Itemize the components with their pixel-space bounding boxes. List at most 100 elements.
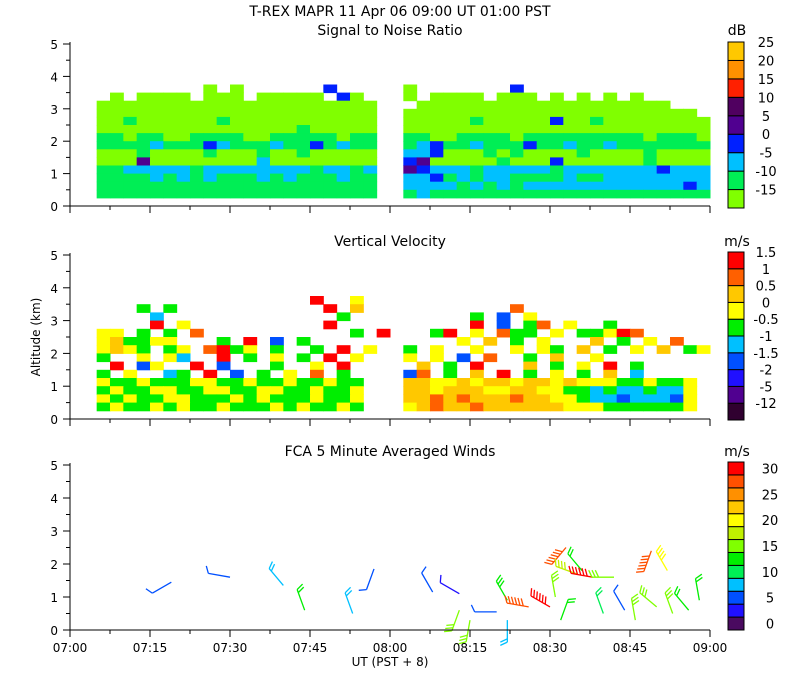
heatmap-cell — [590, 157, 604, 166]
heatmap-cell — [96, 125, 111, 134]
heatmap-cell — [590, 353, 604, 363]
heatmap-cell — [283, 386, 298, 395]
heatmap-cell — [336, 165, 351, 175]
heatmap-cell — [270, 378, 284, 387]
heatmap-cell — [203, 149, 218, 158]
heatmap-cell — [523, 394, 538, 404]
heatmap-cell — [483, 133, 498, 142]
heatmap-cell — [416, 369, 431, 379]
heatmap-cell — [203, 141, 218, 150]
colorbar-label: 25 — [762, 488, 779, 503]
heatmap-cell — [630, 133, 644, 142]
heatmap-cell — [563, 108, 578, 118]
heatmap-cell — [456, 402, 471, 412]
heatmap-cell — [323, 320, 338, 330]
heatmap-cell — [416, 125, 431, 134]
heatmap-cell — [696, 189, 711, 199]
wind-barb-line — [421, 572, 434, 593]
heatmap-cell — [536, 189, 551, 199]
heatmap-cell — [216, 189, 231, 199]
heatmap-cell — [350, 394, 364, 404]
heatmap-cell — [123, 345, 138, 354]
heatmap-cell — [470, 345, 484, 354]
y-tick-label: 0 — [50, 624, 58, 638]
heatmap-cell — [296, 92, 311, 102]
heatmap-cell — [456, 189, 471, 199]
heatmap-cell — [283, 189, 298, 199]
wind-barb — [560, 598, 576, 621]
heatmap-cell — [363, 108, 378, 118]
heatmap-cell — [403, 189, 418, 199]
heatmap-cell — [350, 328, 364, 338]
heatmap-cell — [550, 125, 564, 134]
heatmap-cell — [230, 402, 244, 412]
heatmap-cell — [96, 394, 111, 404]
heatmap-cell — [696, 181, 711, 191]
heatmap-cell — [110, 181, 124, 191]
heatmap-cell — [150, 92, 164, 102]
heatmap-cell — [416, 133, 431, 142]
heatmap-cell — [590, 149, 604, 158]
heatmap-cell — [603, 345, 618, 354]
heatmap-cell — [483, 149, 498, 158]
heatmap-cell — [403, 173, 418, 183]
heatmap-cell — [496, 320, 511, 330]
colorbar-swatch — [727, 474, 745, 489]
heatmap-cell — [430, 125, 444, 134]
heatmap-cell — [576, 149, 591, 158]
heatmap-cell — [190, 165, 204, 175]
heatmap-cell — [430, 394, 444, 404]
wind-barb-line — [571, 566, 575, 575]
heatmap-cell — [443, 181, 458, 191]
heatmap-cell — [416, 108, 431, 118]
heatmap-cell — [670, 165, 684, 175]
heatmap-cell — [616, 149, 631, 158]
y-tick-label: 5 — [50, 249, 58, 263]
heatmap-cell — [123, 133, 138, 142]
heatmap-cell — [403, 92, 418, 102]
heatmap-cell — [230, 173, 244, 183]
heatmap-cell — [670, 125, 684, 134]
heatmap-cell — [656, 133, 671, 142]
heatmap-cell — [443, 108, 458, 118]
heatmap-cell — [630, 141, 644, 150]
heatmap-cell — [136, 157, 151, 166]
colorbar-swatch — [727, 539, 745, 553]
heatmap-cell — [296, 108, 311, 118]
heatmap-cell — [123, 157, 138, 166]
heatmap-cell — [510, 100, 524, 110]
heatmap-cell — [456, 173, 471, 183]
colorbar-label: -5 — [760, 147, 773, 162]
y-tick-label: 0 — [50, 200, 58, 214]
heatmap-cell — [456, 337, 471, 346]
heatmap-cell — [190, 181, 204, 191]
wind-barb-line — [506, 602, 529, 608]
heatmap-cell — [696, 157, 711, 166]
wind-barb — [344, 586, 354, 614]
x-tick-label: 07:15 — [133, 641, 168, 655]
heatmap-cell — [510, 337, 524, 346]
heatmap-cell — [123, 181, 138, 191]
heatmap-cell — [456, 157, 471, 166]
wind-barb-line — [595, 586, 602, 594]
colorbar-label: 20 — [762, 514, 779, 529]
heatmap-cell — [150, 386, 164, 395]
heatmap-cell — [216, 394, 231, 404]
heatmap-cell — [510, 181, 524, 191]
heatmap-cell — [163, 402, 178, 412]
heatmap-cell — [523, 320, 538, 330]
heatmap-cell — [483, 394, 498, 404]
heatmap-cell — [363, 100, 378, 110]
heatmap-cell — [470, 149, 484, 158]
heatmap-cell — [590, 125, 604, 134]
heatmap-cell — [176, 402, 191, 412]
heatmap-cell — [643, 165, 658, 175]
heatmap-cell — [523, 386, 538, 395]
heatmap-cell — [496, 369, 511, 379]
heatmap-cell — [270, 149, 284, 158]
heatmap-cell — [550, 394, 564, 404]
wind-barb — [504, 595, 529, 608]
heatmap-cell — [96, 369, 111, 379]
heatmap-cell — [536, 181, 551, 191]
wind-barb — [296, 583, 306, 611]
